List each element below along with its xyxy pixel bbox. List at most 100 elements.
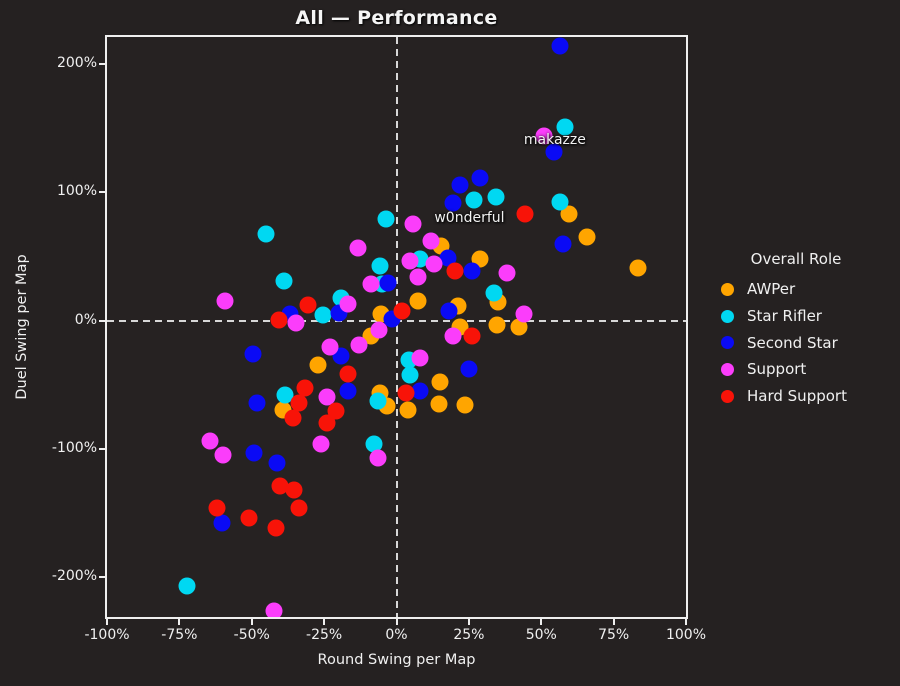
scatter-point-awper	[409, 292, 427, 310]
x-tick-label: -25%	[306, 627, 343, 643]
legend-item-second-star: Second Star	[699, 329, 893, 356]
x-tick-label: -100%	[84, 627, 130, 643]
scatter-point-second-star	[451, 176, 469, 194]
scatter-point-support	[425, 255, 443, 273]
scatter-point-star-rifler	[401, 366, 419, 384]
scatter-point-hard-support	[393, 302, 411, 320]
scatter-point-star-rifler	[371, 257, 389, 275]
x-tick	[467, 619, 470, 625]
y-tick	[99, 319, 105, 322]
x-tick-label: -50%	[233, 627, 270, 643]
scatter-point-star-rifler	[369, 392, 387, 410]
player-annotation: w0nderful	[434, 209, 505, 226]
scatter-point-support	[411, 349, 429, 367]
y-tick	[99, 447, 105, 450]
scatter-point-awper	[560, 205, 578, 223]
scatter-point-second-star	[460, 360, 478, 378]
scatter-point-support	[498, 264, 516, 282]
scatter-point-second-star	[268, 454, 286, 472]
scatter-point-awper	[399, 401, 417, 419]
scatter-point-star-rifler	[377, 210, 395, 228]
scatter-point-hard-support	[267, 519, 285, 537]
scatter-point-support	[369, 449, 387, 467]
legend: Overall Role AWPer Star Rifler Second Star…	[699, 250, 893, 409]
legend-swatch-icon	[721, 389, 734, 403]
legend-item-label: AWPer	[747, 280, 796, 299]
scatter-point-support	[444, 327, 462, 345]
x-tick	[685, 619, 687, 625]
y-tick	[99, 62, 105, 65]
scatter-point-support	[339, 295, 357, 313]
scatter-point-second-star	[551, 37, 569, 55]
x-tick-label: 25%	[453, 627, 485, 643]
scatter-point-awper	[629, 259, 647, 277]
y-tick-label: -100%	[51, 439, 97, 456]
scatter-point-second-star	[248, 394, 266, 412]
y-tick	[99, 576, 105, 579]
scatter-point-support	[404, 215, 422, 233]
scatter-point-awper	[510, 318, 528, 336]
scatter-point-second-star	[554, 235, 572, 253]
scatter-point-hard-support	[463, 327, 481, 345]
x-tick-label: 50%	[525, 627, 557, 643]
scatter-point-second-star	[244, 345, 262, 363]
scatter-point-second-star	[545, 143, 563, 161]
scatter-point-hard-support	[284, 409, 302, 427]
zero-x-dashed-line	[395, 37, 398, 617]
legend-item-awper: AWPer	[699, 276, 893, 303]
legend-title: Overall Role	[750, 250, 842, 268]
scatter-point-second-star	[439, 249, 457, 267]
scatter-point-second-star	[379, 274, 397, 292]
x-axis-label: Round Swing per Map	[317, 652, 476, 668]
x-tick-label: 75%	[598, 627, 630, 643]
scatter-point-second-star	[463, 262, 481, 280]
scatter-point-star-rifler	[314, 306, 332, 324]
scatter-point-second-star	[213, 514, 231, 532]
x-tick	[250, 619, 253, 625]
legend-item-label: Star Rifler	[747, 307, 822, 326]
x-tick-label: -75%	[161, 627, 198, 643]
scatter-point-hard-support	[208, 499, 226, 517]
scatter-point-support	[318, 388, 336, 406]
scatter-point-hard-support	[270, 311, 288, 329]
scatter-point-star-rifler	[485, 284, 503, 302]
scatter-point-hard-support	[290, 394, 308, 412]
scatter-point-awper	[431, 373, 449, 391]
scatter-point-support	[350, 336, 368, 354]
chart-title: All — Performance	[295, 7, 498, 29]
scatter-point-second-star	[411, 382, 429, 400]
scatter-point-support	[370, 321, 388, 339]
scatter-point-second-star	[245, 444, 263, 462]
scatter-point-second-star	[471, 169, 489, 186]
x-tick	[540, 619, 543, 625]
scatter-point-awper	[430, 395, 448, 413]
scatter-point-hard-support	[290, 499, 308, 517]
y-tick-label: 0%	[74, 311, 97, 328]
x-tick	[323, 619, 326, 625]
scatter-point-star-rifler	[276, 386, 294, 404]
scatter-point-support	[214, 446, 232, 464]
scatter-point-hard-support	[318, 414, 336, 432]
scatter-point-star-rifler	[556, 118, 574, 136]
x-tick-label: 100%	[665, 627, 707, 643]
scatter-point-awper	[456, 396, 474, 414]
x-tick	[612, 619, 615, 625]
legend-item-label: Hard Support	[747, 387, 847, 406]
scatter-point-support	[349, 239, 367, 257]
legend-swatch-icon	[721, 309, 734, 323]
scatter-point-support	[201, 432, 219, 450]
scatter-point-hard-support	[339, 365, 357, 383]
scatter-point-star-rifler	[465, 191, 483, 209]
scatter-point-star-rifler	[178, 577, 196, 595]
scatter-point-awper	[578, 228, 596, 246]
scatter-point-support	[312, 435, 330, 453]
scatter-point-star-rifler	[257, 225, 275, 243]
legend-item-label: Support	[747, 360, 807, 379]
scatter-point-hard-support	[271, 477, 289, 495]
scatter-point-hard-support	[516, 205, 534, 223]
scatter-point-star-rifler	[365, 435, 383, 453]
scatter-point-support	[287, 314, 305, 332]
scatter-point-support	[409, 268, 427, 286]
scatter-point-support	[535, 127, 553, 145]
